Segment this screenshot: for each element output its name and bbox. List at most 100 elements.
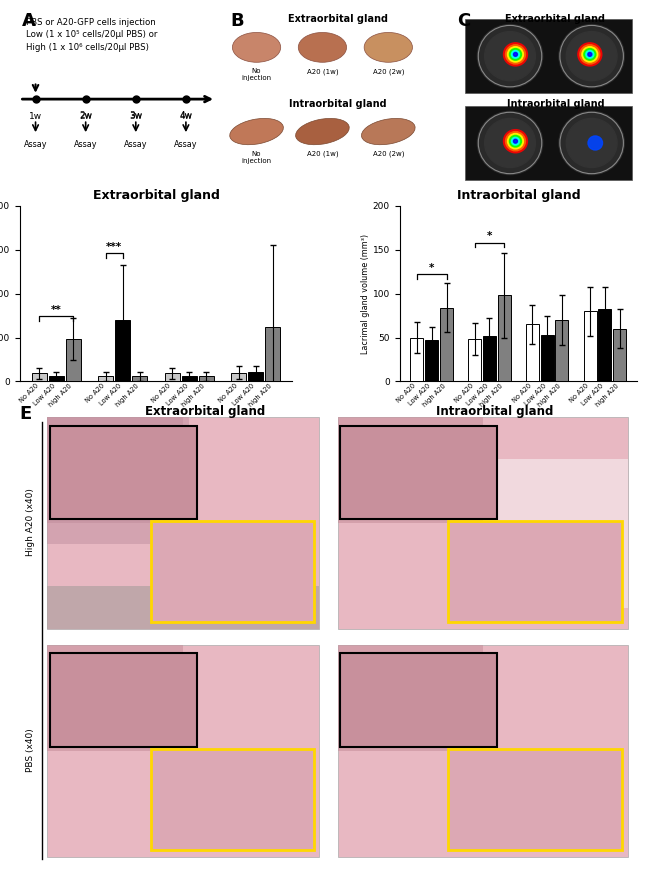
Circle shape	[566, 118, 617, 168]
Bar	[248, 372, 263, 381]
Text: A: A	[21, 12, 35, 31]
Circle shape	[477, 25, 543, 88]
Bar	[341, 653, 497, 746]
Circle shape	[485, 32, 536, 81]
Text: 3w: 3w	[129, 111, 142, 119]
Circle shape	[506, 45, 525, 64]
Title: Extraorbital gland: Extraorbital gland	[92, 189, 220, 202]
Circle shape	[582, 46, 598, 62]
Bar	[199, 376, 214, 381]
Text: Extraorbital gland: Extraorbital gland	[288, 14, 388, 24]
Bar	[49, 376, 64, 381]
Bar	[47, 645, 319, 857]
Y-axis label: Lacrimal gland volume (mm³): Lacrimal gland volume (mm³)	[361, 233, 370, 353]
Bar	[151, 749, 313, 851]
Bar	[151, 521, 313, 623]
Text: PBS or A20-GFP cells injection
Low (1 x 10⁵ cells/20μl PBS) or
High (1 x 10⁶ cel: PBS or A20-GFP cells injection Low (1 x …	[25, 18, 157, 52]
Bar	[50, 653, 197, 746]
Bar	[47, 645, 183, 751]
Ellipse shape	[361, 118, 415, 145]
Bar	[410, 338, 423, 381]
Bar	[556, 320, 569, 381]
Bar	[66, 339, 81, 381]
Bar	[448, 521, 622, 623]
Text: 3w: 3w	[129, 112, 142, 121]
Circle shape	[477, 111, 543, 175]
Text: Intraorbital gland: Intraorbital gland	[436, 405, 554, 418]
Text: E: E	[20, 405, 32, 424]
Bar	[425, 340, 438, 381]
Bar	[468, 339, 481, 381]
Bar	[164, 374, 179, 381]
Circle shape	[510, 135, 521, 147]
Bar	[182, 376, 197, 381]
Circle shape	[580, 45, 600, 64]
Ellipse shape	[298, 32, 346, 62]
Title: Intraorbital gland: Intraorbital gland	[456, 189, 580, 202]
Text: 2w: 2w	[79, 112, 92, 121]
Text: 3 w: 3 w	[181, 434, 198, 444]
Bar	[32, 374, 47, 381]
Text: A20 (1w): A20 (1w)	[307, 151, 338, 157]
Text: C: C	[458, 12, 471, 31]
Text: 3 w: 3 w	[539, 434, 556, 444]
Bar	[448, 749, 622, 851]
Text: 4w: 4w	[179, 112, 192, 121]
Text: 1 w: 1 w	[423, 434, 440, 444]
Bar	[465, 106, 632, 180]
Ellipse shape	[296, 118, 349, 145]
Circle shape	[559, 25, 624, 88]
Circle shape	[512, 51, 519, 58]
Bar	[98, 376, 113, 381]
Text: 4 w: 4 w	[247, 434, 264, 444]
Text: 2 w: 2 w	[114, 434, 131, 444]
Bar	[498, 296, 511, 381]
Text: 1w: 1w	[29, 112, 42, 121]
Bar	[440, 308, 453, 381]
Bar	[526, 324, 539, 381]
Circle shape	[559, 111, 624, 175]
Text: Intraorbital gland: Intraorbital gland	[506, 99, 604, 109]
Bar	[133, 376, 148, 381]
Circle shape	[510, 48, 521, 61]
Text: *: *	[429, 263, 434, 273]
Circle shape	[512, 138, 519, 145]
Text: PBS (x40): PBS (x40)	[26, 728, 35, 772]
Text: Assay: Assay	[74, 140, 98, 149]
Text: 2 w: 2 w	[481, 434, 498, 444]
Bar	[613, 329, 626, 381]
Bar	[337, 645, 482, 751]
Bar	[50, 425, 197, 518]
Bar	[47, 417, 319, 629]
Text: 1 w: 1 w	[48, 434, 65, 444]
Circle shape	[508, 133, 523, 149]
Text: High A20 (x40): High A20 (x40)	[26, 488, 35, 556]
Text: Intraorbital gland: Intraorbital gland	[289, 99, 387, 109]
Bar	[337, 417, 628, 629]
Text: No
injection: No injection	[242, 68, 272, 82]
Bar	[231, 373, 246, 381]
Text: A20 (2w): A20 (2w)	[372, 68, 404, 75]
Bar	[541, 335, 554, 381]
Text: No
injection: No injection	[242, 151, 272, 164]
Text: **: **	[51, 305, 62, 315]
Bar	[47, 587, 319, 629]
Text: B: B	[230, 12, 244, 31]
Circle shape	[514, 53, 517, 56]
Circle shape	[504, 130, 527, 153]
Circle shape	[588, 53, 592, 56]
Text: Extraorbital gland: Extraorbital gland	[144, 405, 265, 418]
Circle shape	[485, 118, 536, 168]
Circle shape	[566, 32, 617, 81]
Text: A20 (1w): A20 (1w)	[307, 68, 338, 75]
Text: 4w: 4w	[179, 111, 192, 119]
Bar	[599, 309, 612, 381]
Bar	[337, 645, 628, 857]
Text: *: *	[487, 232, 492, 241]
Circle shape	[508, 46, 523, 62]
Bar	[584, 311, 597, 381]
Circle shape	[514, 139, 517, 143]
Bar	[47, 417, 183, 523]
Circle shape	[586, 51, 594, 58]
Text: 2w: 2w	[79, 111, 92, 119]
